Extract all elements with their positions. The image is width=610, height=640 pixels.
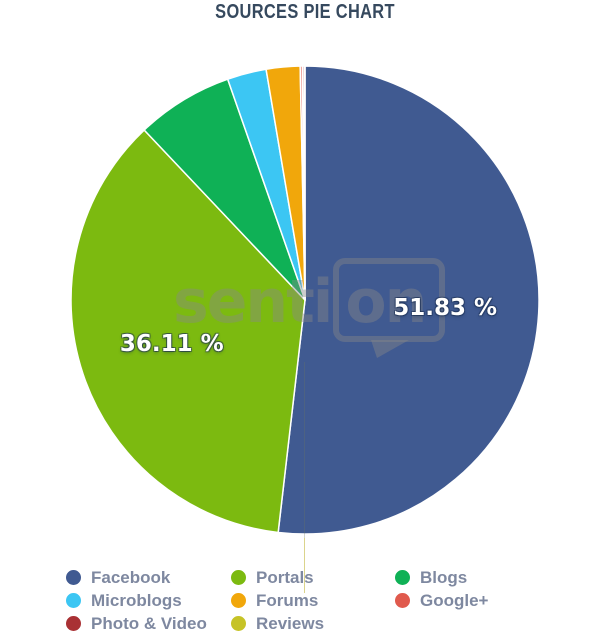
pie-slice-facebook[interactable] [277,65,540,535]
legend-marker-icon [66,593,81,608]
chart-title: SOURCES PIE CHART [215,1,395,23]
legend-item-label: Portals [256,568,314,587]
legend-item-label: Blogs [420,568,468,587]
legend-item-blogs[interactable]: Blogs [395,567,586,588]
legend-item-google[interactable]: Google+ [395,590,586,611]
legend: Facebook Portals Blogs Microblogs Forums Goog… [66,567,586,634]
legend-marker-icon [395,593,410,608]
legend-item-forums[interactable]: Forums [231,590,395,611]
legend-marker-icon [395,570,410,585]
legend-item-label: Facebook [91,568,171,587]
legend-marker-icon [231,570,246,585]
connector-line-lower [304,538,305,593]
legend-marker-icon [231,593,246,608]
legend-item-label: Microblogs [91,591,182,610]
connector-line-upper [304,362,305,538]
pie-slice-portals[interactable] [70,129,306,534]
legend-item-label: Forums [256,591,319,610]
legend-item-label: Reviews [256,614,325,633]
legend-item-label: Photo & Video [91,614,207,633]
legend-marker-icon [231,616,246,631]
legend-marker-icon [66,570,81,585]
legend-item-reviews[interactable]: Reviews [231,613,395,634]
legend-marker-icon [66,616,81,631]
pie-slice-reviews[interactable] [303,65,306,301]
legend-item-microblogs[interactable]: Microblogs [66,590,231,611]
legend-item-portals[interactable]: Portals [231,567,395,588]
legend-item-photo-video[interactable]: Photo & Video [66,613,231,634]
legend-item-facebook[interactable]: Facebook [66,567,231,588]
legend-item-label: Google+ [420,591,489,610]
